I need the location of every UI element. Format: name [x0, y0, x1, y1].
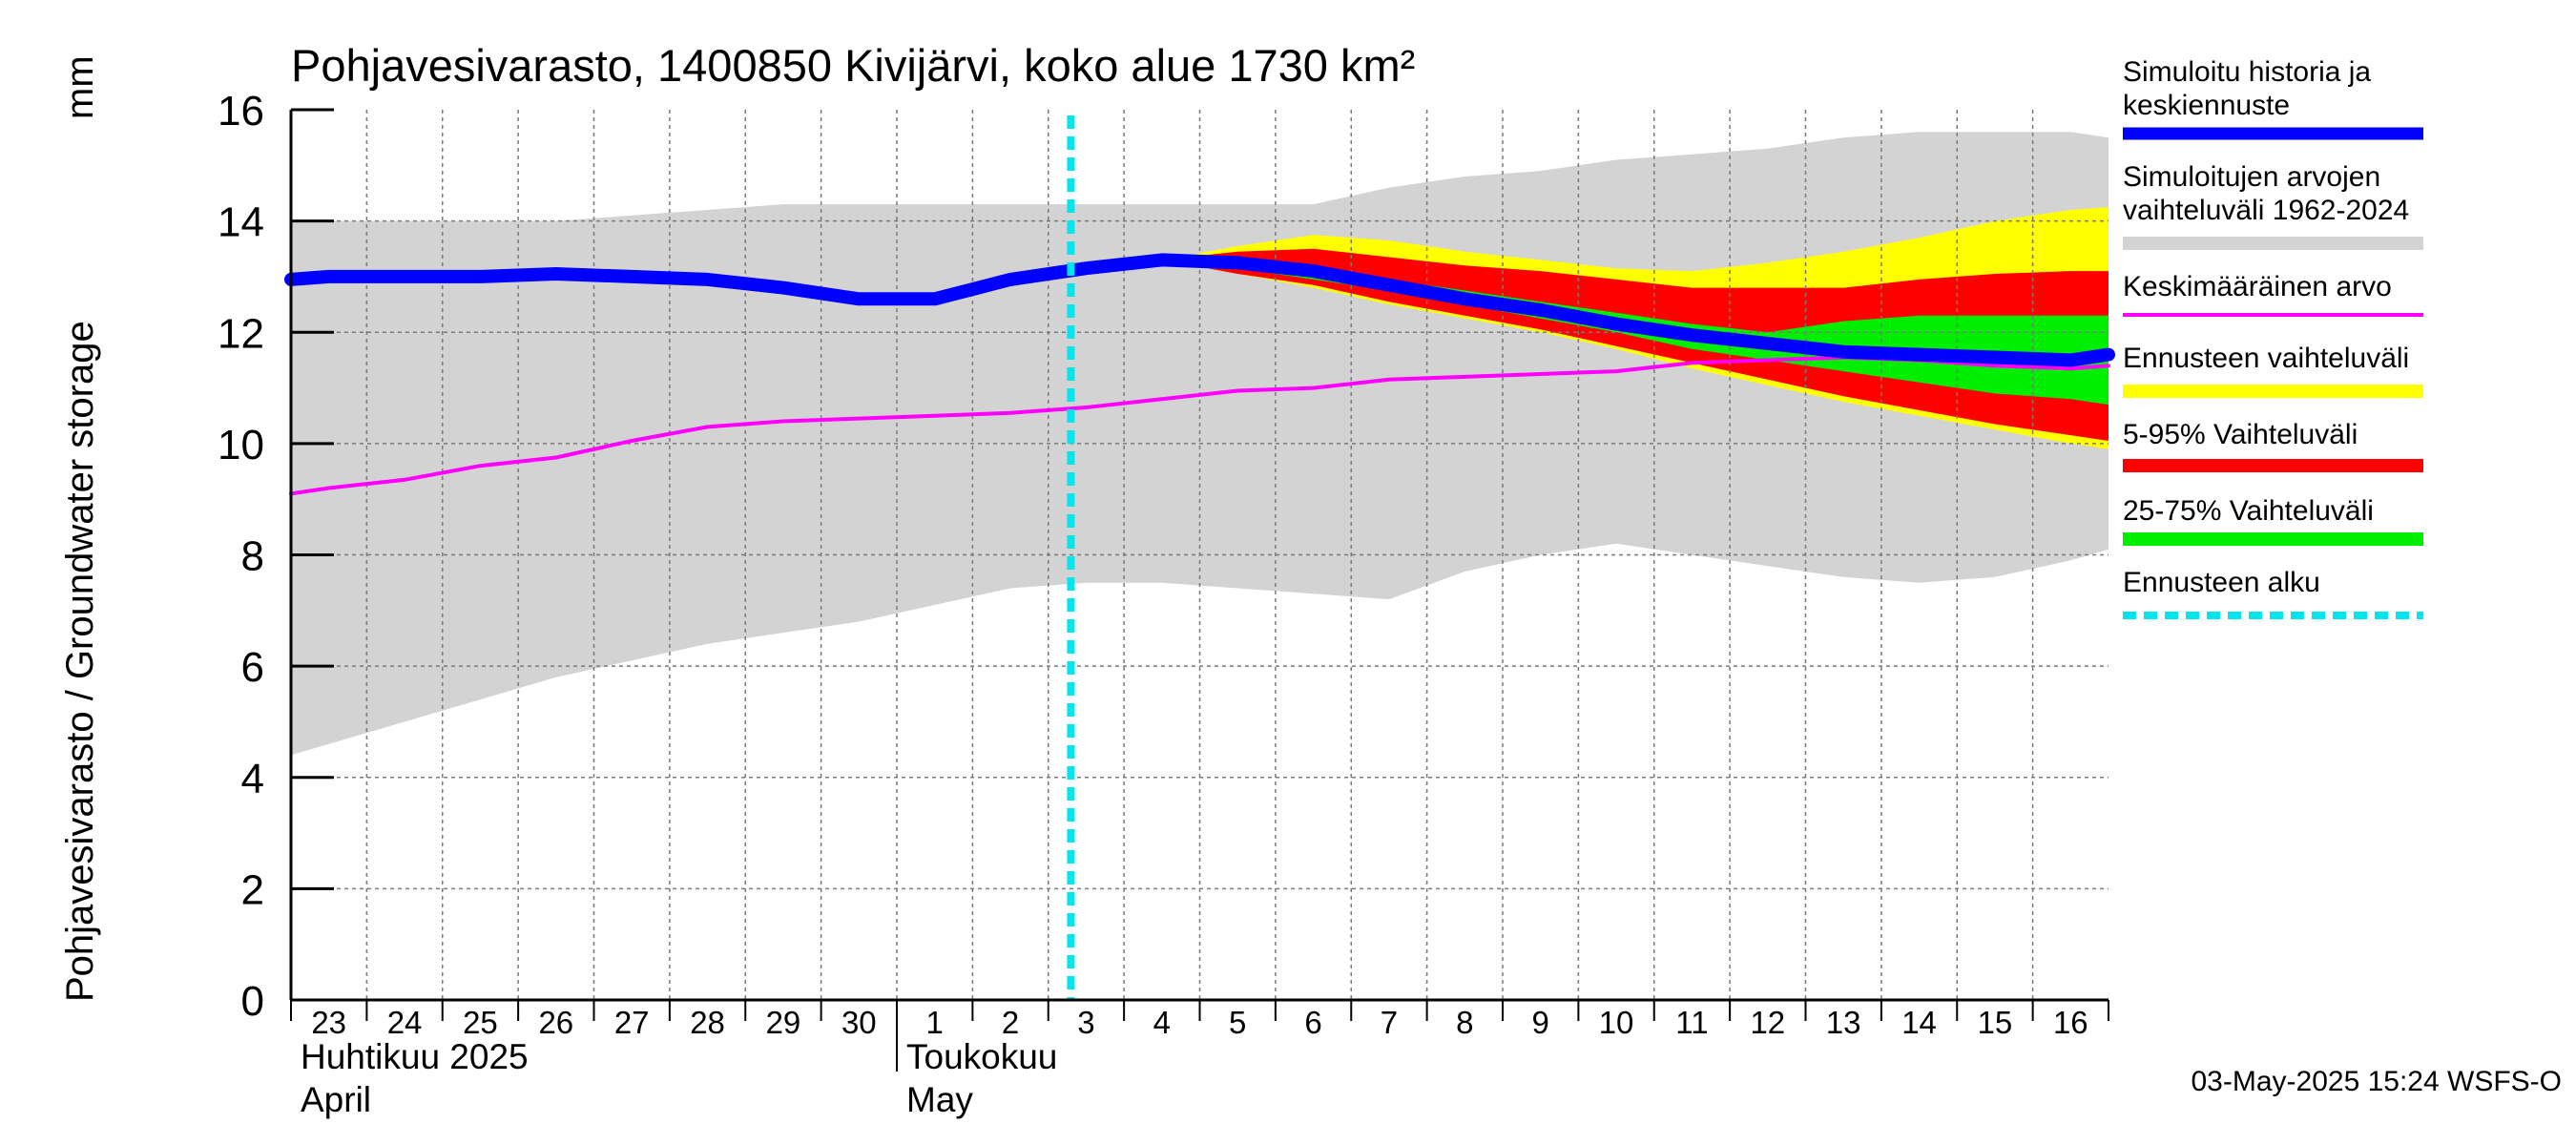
x-tick-label: 1: [926, 1005, 944, 1040]
x-tick-label: 29: [766, 1005, 801, 1040]
x-tick-label: 6: [1304, 1005, 1321, 1040]
x-tick-label: 13: [1826, 1005, 1861, 1040]
chart-title: Pohjavesivarasto, 1400850 Kivijärvi, kok…: [291, 40, 1415, 91]
legend-label: Ennusteen vaihteluväli: [2123, 343, 2409, 374]
x-tick-label: 5: [1229, 1005, 1246, 1040]
x-tick-label: 3: [1077, 1005, 1094, 1040]
y-axis-unit: mm: [59, 55, 101, 119]
y-tick-label: 16: [218, 88, 264, 135]
x-tick-label: 24: [387, 1005, 423, 1040]
y-tick-label: 6: [241, 644, 264, 691]
x-tick-label: 4: [1153, 1005, 1171, 1040]
legend-label: Simuloitu historia ja: [2123, 56, 2371, 88]
legend-label: vaihteluväli 1962-2024: [2123, 195, 2409, 226]
footer-timestamp: 03-May-2025 15:24 WSFS-O: [2192, 1066, 2563, 1097]
y-tick-label: 10: [218, 422, 264, 468]
x-tick-label: 9: [1532, 1005, 1549, 1040]
x-tick-label: 26: [538, 1005, 573, 1040]
x-tick-label: 14: [1901, 1005, 1937, 1040]
y-tick-label: 14: [218, 199, 264, 246]
legend-label: keskiennuste: [2123, 90, 2290, 121]
series-line-0: [289, 355, 2110, 496]
x-tick-label: 23: [311, 1005, 346, 1040]
x-tick-label: 27: [614, 1005, 650, 1040]
y-tick-label: 4: [241, 756, 264, 802]
x-tick-label: 25: [463, 1005, 498, 1040]
month-label-fi: Toukokuu: [906, 1037, 1057, 1076]
x-tick-label: 30: [841, 1005, 877, 1040]
x-tick-label: 11: [1675, 1005, 1708, 1040]
y-tick-label: 12: [218, 310, 264, 357]
month-label-en: May: [906, 1080, 973, 1119]
x-tick-label: 28: [690, 1005, 725, 1040]
x-tick-label: 2: [1002, 1005, 1019, 1040]
legend-label: Ennusteen alku: [2123, 567, 2320, 598]
legend-label: 25-75% Vaihteluväli: [2123, 495, 2374, 527]
y-axis-label: Pohjavesivarasto / Groundwater storage: [59, 321, 101, 1002]
x-tick-label: 7: [1381, 1005, 1398, 1040]
band-2: [1161, 248, 2109, 441]
y-tick-label: 2: [241, 866, 264, 913]
series-line-1: [284, 253, 2115, 367]
x-tick-label: 15: [1978, 1005, 2013, 1040]
y-tick-label: 8: [241, 533, 264, 580]
x-tick-label: 16: [2053, 1005, 2088, 1040]
month-label-fi: Huhtikuu 2025: [301, 1037, 529, 1076]
y-tick-label: 0: [241, 978, 264, 1025]
month-label-en: April: [301, 1080, 371, 1119]
legend-label: Keskimääräinen arvo: [2123, 271, 2392, 302]
legend-label: 5-95% Vaihteluväli: [2123, 419, 2358, 450]
x-tick-label: 8: [1456, 1005, 1473, 1040]
legend-label: Simuloitujen arvojen: [2123, 161, 2380, 193]
x-tick-label: 12: [1750, 1005, 1785, 1040]
x-tick-label: 10: [1599, 1005, 1634, 1040]
